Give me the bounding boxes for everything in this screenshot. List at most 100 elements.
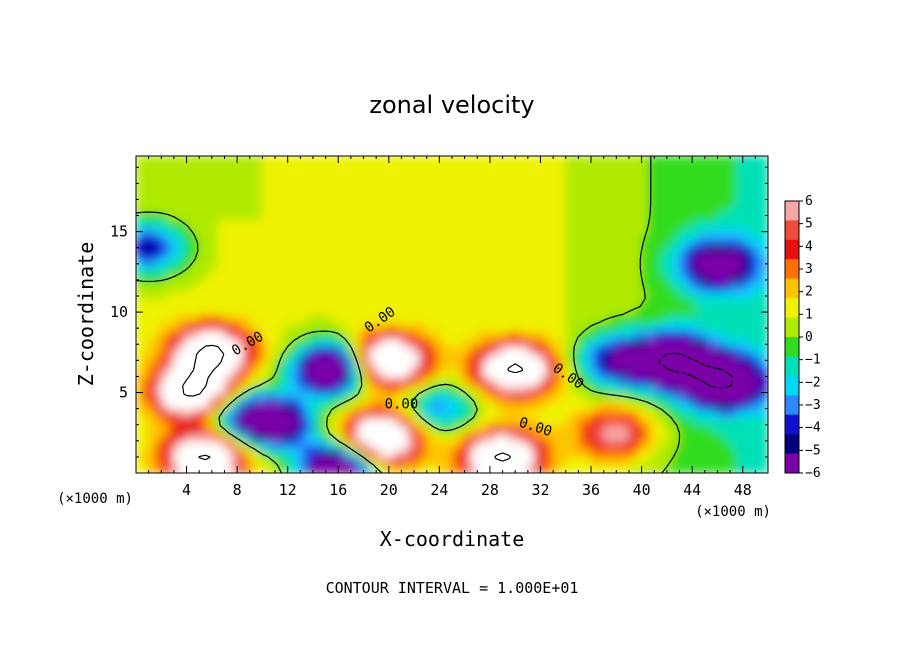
heat-cell xyxy=(470,163,478,173)
heat-cell xyxy=(255,337,263,347)
heat-cell xyxy=(660,290,668,300)
heat-cell xyxy=(179,179,188,189)
heat-cell xyxy=(325,195,333,205)
heat-cell xyxy=(533,156,541,165)
heat-cell xyxy=(552,195,560,205)
heat-cell xyxy=(584,432,592,442)
heat-cell xyxy=(521,448,529,458)
heat-cell xyxy=(729,464,737,473)
heat-cell xyxy=(388,353,396,363)
heat-cell xyxy=(483,329,491,339)
heat-cell xyxy=(596,210,605,220)
heat-cell xyxy=(331,440,339,450)
heat-cell xyxy=(337,250,346,260)
heat-cell xyxy=(242,401,251,411)
heat-cell xyxy=(641,417,649,426)
heat-cell xyxy=(381,234,390,244)
heat-cell xyxy=(407,385,415,395)
heat-cell xyxy=(660,242,668,252)
heat-cell xyxy=(489,361,497,371)
heat-cell xyxy=(609,156,617,165)
heat-cell xyxy=(381,464,390,473)
heat-cell xyxy=(552,234,560,244)
heat-cell xyxy=(249,298,257,308)
heat-cell xyxy=(205,448,213,458)
heat-cell xyxy=(381,242,390,252)
heat-cell xyxy=(136,424,143,434)
heat-cell xyxy=(539,282,548,292)
heat-cell xyxy=(502,306,510,316)
heat-cell xyxy=(186,274,194,284)
heat-cell xyxy=(331,203,339,212)
heat-cell xyxy=(186,329,194,339)
heat-cell xyxy=(679,242,687,252)
heat-cell xyxy=(331,377,339,387)
heat-cell xyxy=(344,250,352,260)
heat-cell xyxy=(236,242,244,252)
heat-cell xyxy=(558,369,567,379)
heat-cell xyxy=(615,377,624,387)
heat-cell xyxy=(603,179,611,189)
heat-cell xyxy=(293,440,301,450)
heat-cell xyxy=(609,456,617,466)
heat-cell xyxy=(666,432,674,442)
heat-cell xyxy=(723,345,731,355)
heat-cell xyxy=(685,448,693,458)
heat-cell xyxy=(596,290,605,300)
heat-cell xyxy=(476,274,485,284)
heat-cell xyxy=(255,195,263,205)
heat-cell xyxy=(136,456,143,466)
heat-cell xyxy=(356,456,365,466)
heat-cell xyxy=(400,314,409,323)
heat-cell xyxy=(666,306,674,316)
heat-cell xyxy=(489,195,497,205)
heat-cell xyxy=(704,171,712,181)
heat-cell xyxy=(615,306,624,316)
heat-cell xyxy=(483,361,491,371)
heat-cell xyxy=(217,258,225,268)
heat-cell xyxy=(457,187,466,197)
heat-cell xyxy=(729,417,737,426)
heat-cell xyxy=(350,179,358,189)
heat-cell xyxy=(464,179,472,189)
heat-cell xyxy=(223,210,232,220)
heat-cell xyxy=(148,298,156,308)
heat-cell xyxy=(710,353,718,363)
heat-cell xyxy=(704,345,712,355)
heat-cell xyxy=(660,424,668,434)
heat-cell xyxy=(704,464,712,473)
heat-cell xyxy=(344,345,352,355)
heat-cell xyxy=(735,274,744,284)
heat-cell xyxy=(186,440,194,450)
heat-cell xyxy=(552,282,560,292)
heat-cell xyxy=(571,424,579,434)
heat-cell xyxy=(375,432,383,442)
heat-cell xyxy=(394,417,402,426)
heat-cell xyxy=(697,234,706,244)
heat-cell xyxy=(514,321,523,331)
heat-cell xyxy=(192,242,200,252)
heat-cell xyxy=(691,203,699,212)
heat-cell xyxy=(710,306,718,316)
heat-cell xyxy=(236,424,244,434)
heat-cell xyxy=(558,377,567,387)
heat-cell xyxy=(748,401,756,411)
heat-cell xyxy=(280,321,289,331)
heat-cell xyxy=(242,464,251,473)
heat-cell xyxy=(464,242,472,252)
heat-cell xyxy=(451,456,459,466)
colorbar-swatch xyxy=(785,278,799,299)
heat-cell xyxy=(558,424,567,434)
heat-cell xyxy=(274,448,282,458)
heat-cell xyxy=(388,290,396,300)
heat-cell xyxy=(577,464,586,473)
heat-cell xyxy=(306,361,314,371)
heat-cell xyxy=(179,464,188,473)
heat-cell xyxy=(432,234,440,244)
heat-cell xyxy=(299,409,308,419)
heat-cell xyxy=(293,266,301,276)
heat-cell xyxy=(274,266,282,276)
heat-cell xyxy=(173,163,181,173)
heat-cell xyxy=(400,218,409,228)
heat-cell xyxy=(609,203,617,212)
